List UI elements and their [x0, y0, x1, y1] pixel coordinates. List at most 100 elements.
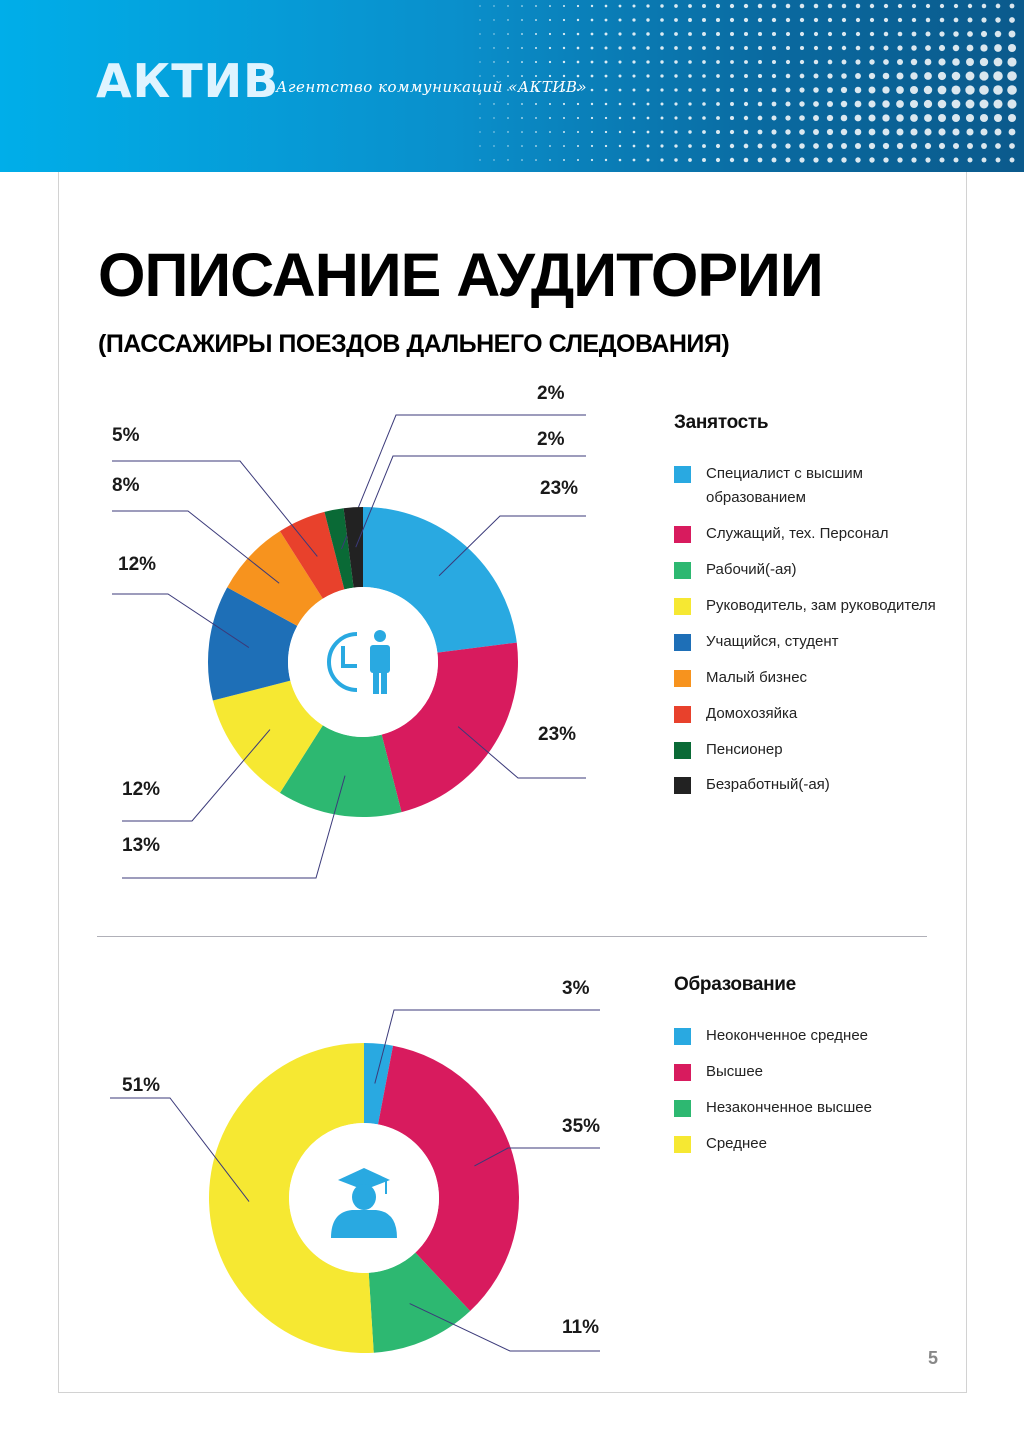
header-dot — [909, 99, 919, 109]
header-dot — [493, 131, 495, 133]
header-dot — [771, 3, 777, 9]
header-dot — [660, 144, 664, 148]
header-dot — [674, 18, 678, 22]
header-banner: АКТИВ Агентство коммуникаций «АКТИВ» — [0, 0, 1024, 172]
header-dot — [757, 3, 763, 9]
header-dot — [981, 157, 987, 163]
legend-item: Малый бизнес — [674, 666, 936, 690]
header-dot — [993, 71, 1003, 81]
slice-percent-label: 12% — [118, 554, 156, 575]
header-dot — [646, 74, 650, 78]
page-frame — [58, 172, 967, 1393]
header-dot — [883, 59, 889, 65]
header-dot — [730, 88, 734, 92]
header-dot — [757, 129, 763, 135]
header-dot — [479, 145, 481, 147]
header-dot — [785, 129, 791, 135]
callout-line — [122, 729, 271, 822]
header-dot — [785, 157, 791, 163]
header-dot — [618, 60, 622, 64]
header-dot — [967, 143, 973, 149]
legend-item: Рабочий(-ая) — [674, 558, 936, 582]
header-dot — [896, 142, 904, 150]
header-dot — [951, 99, 961, 109]
header-dot — [688, 74, 692, 78]
header-dot — [937, 85, 947, 95]
header-dot — [785, 59, 791, 65]
header-dot — [576, 4, 580, 8]
header-dot — [576, 46, 580, 50]
header-dot — [993, 113, 1003, 123]
header-dot — [799, 143, 805, 149]
header-dot — [980, 30, 988, 38]
header-dot — [535, 33, 537, 35]
header-dot — [1007, 43, 1017, 53]
legend-item: Незаконченное высшее — [674, 1096, 936, 1120]
header-dot — [549, 131, 551, 133]
header-dot — [590, 4, 594, 8]
header-dot — [840, 86, 848, 94]
header-dot — [785, 73, 791, 79]
header-dot — [897, 157, 903, 163]
header-dot — [883, 157, 889, 163]
header-dot — [757, 17, 763, 23]
header-dot — [493, 117, 495, 119]
header-dot — [702, 60, 706, 64]
header-dot — [507, 33, 509, 35]
header-dot — [702, 144, 706, 148]
header-dot — [535, 19, 537, 21]
legend-swatch — [674, 562, 691, 579]
header-dot — [855, 73, 861, 79]
header-dot — [995, 3, 1001, 9]
legend-swatch — [674, 1100, 691, 1117]
header-dot — [674, 32, 678, 36]
legend-label: Высшее — [706, 1063, 764, 1080]
slice-percent-label: 11% — [562, 1317, 599, 1338]
header-dot — [1007, 99, 1017, 109]
header-dot — [869, 3, 875, 9]
header-dot — [562, 116, 566, 120]
header-dot — [688, 116, 692, 120]
header-dot — [618, 144, 622, 148]
header-dot — [521, 33, 523, 35]
header-dot — [590, 18, 594, 22]
header-dot — [799, 73, 805, 79]
header-dot — [701, 17, 707, 23]
header-dot — [604, 158, 608, 162]
header-dot — [855, 45, 861, 51]
header-dot — [535, 131, 537, 133]
header-dot — [618, 130, 622, 134]
callout-line — [112, 510, 280, 584]
slice-percent-label: 35% — [562, 1116, 600, 1137]
legend-label: Малый бизнес — [706, 669, 808, 686]
header-dot — [840, 100, 848, 108]
legend-swatch — [674, 777, 691, 794]
header-dot — [882, 142, 890, 150]
header-dot — [563, 131, 565, 133]
header-dot — [813, 3, 819, 9]
legend-swatch — [674, 670, 691, 687]
header-dot — [743, 31, 749, 37]
header-dot — [534, 46, 538, 50]
header-dot — [716, 102, 720, 106]
header-dot — [939, 17, 945, 23]
header-dot — [785, 87, 791, 93]
header-dot — [548, 74, 552, 78]
header-dot — [854, 114, 862, 122]
header-dot — [743, 3, 749, 9]
header-dot — [632, 144, 636, 148]
header-dot — [562, 46, 566, 50]
header-dot — [590, 158, 594, 162]
header-dot — [493, 5, 495, 7]
header-dot — [660, 32, 664, 36]
clock-person-icon — [327, 630, 390, 694]
header-dot — [855, 31, 861, 37]
header-dot — [674, 4, 678, 8]
header-dot — [771, 59, 777, 65]
legend-label: Безработный(-ая) — [706, 776, 830, 793]
header-dot — [730, 102, 734, 106]
header-dot — [493, 103, 495, 105]
header-dot — [604, 18, 608, 22]
header-dot — [897, 17, 903, 23]
header-dot — [688, 4, 692, 8]
